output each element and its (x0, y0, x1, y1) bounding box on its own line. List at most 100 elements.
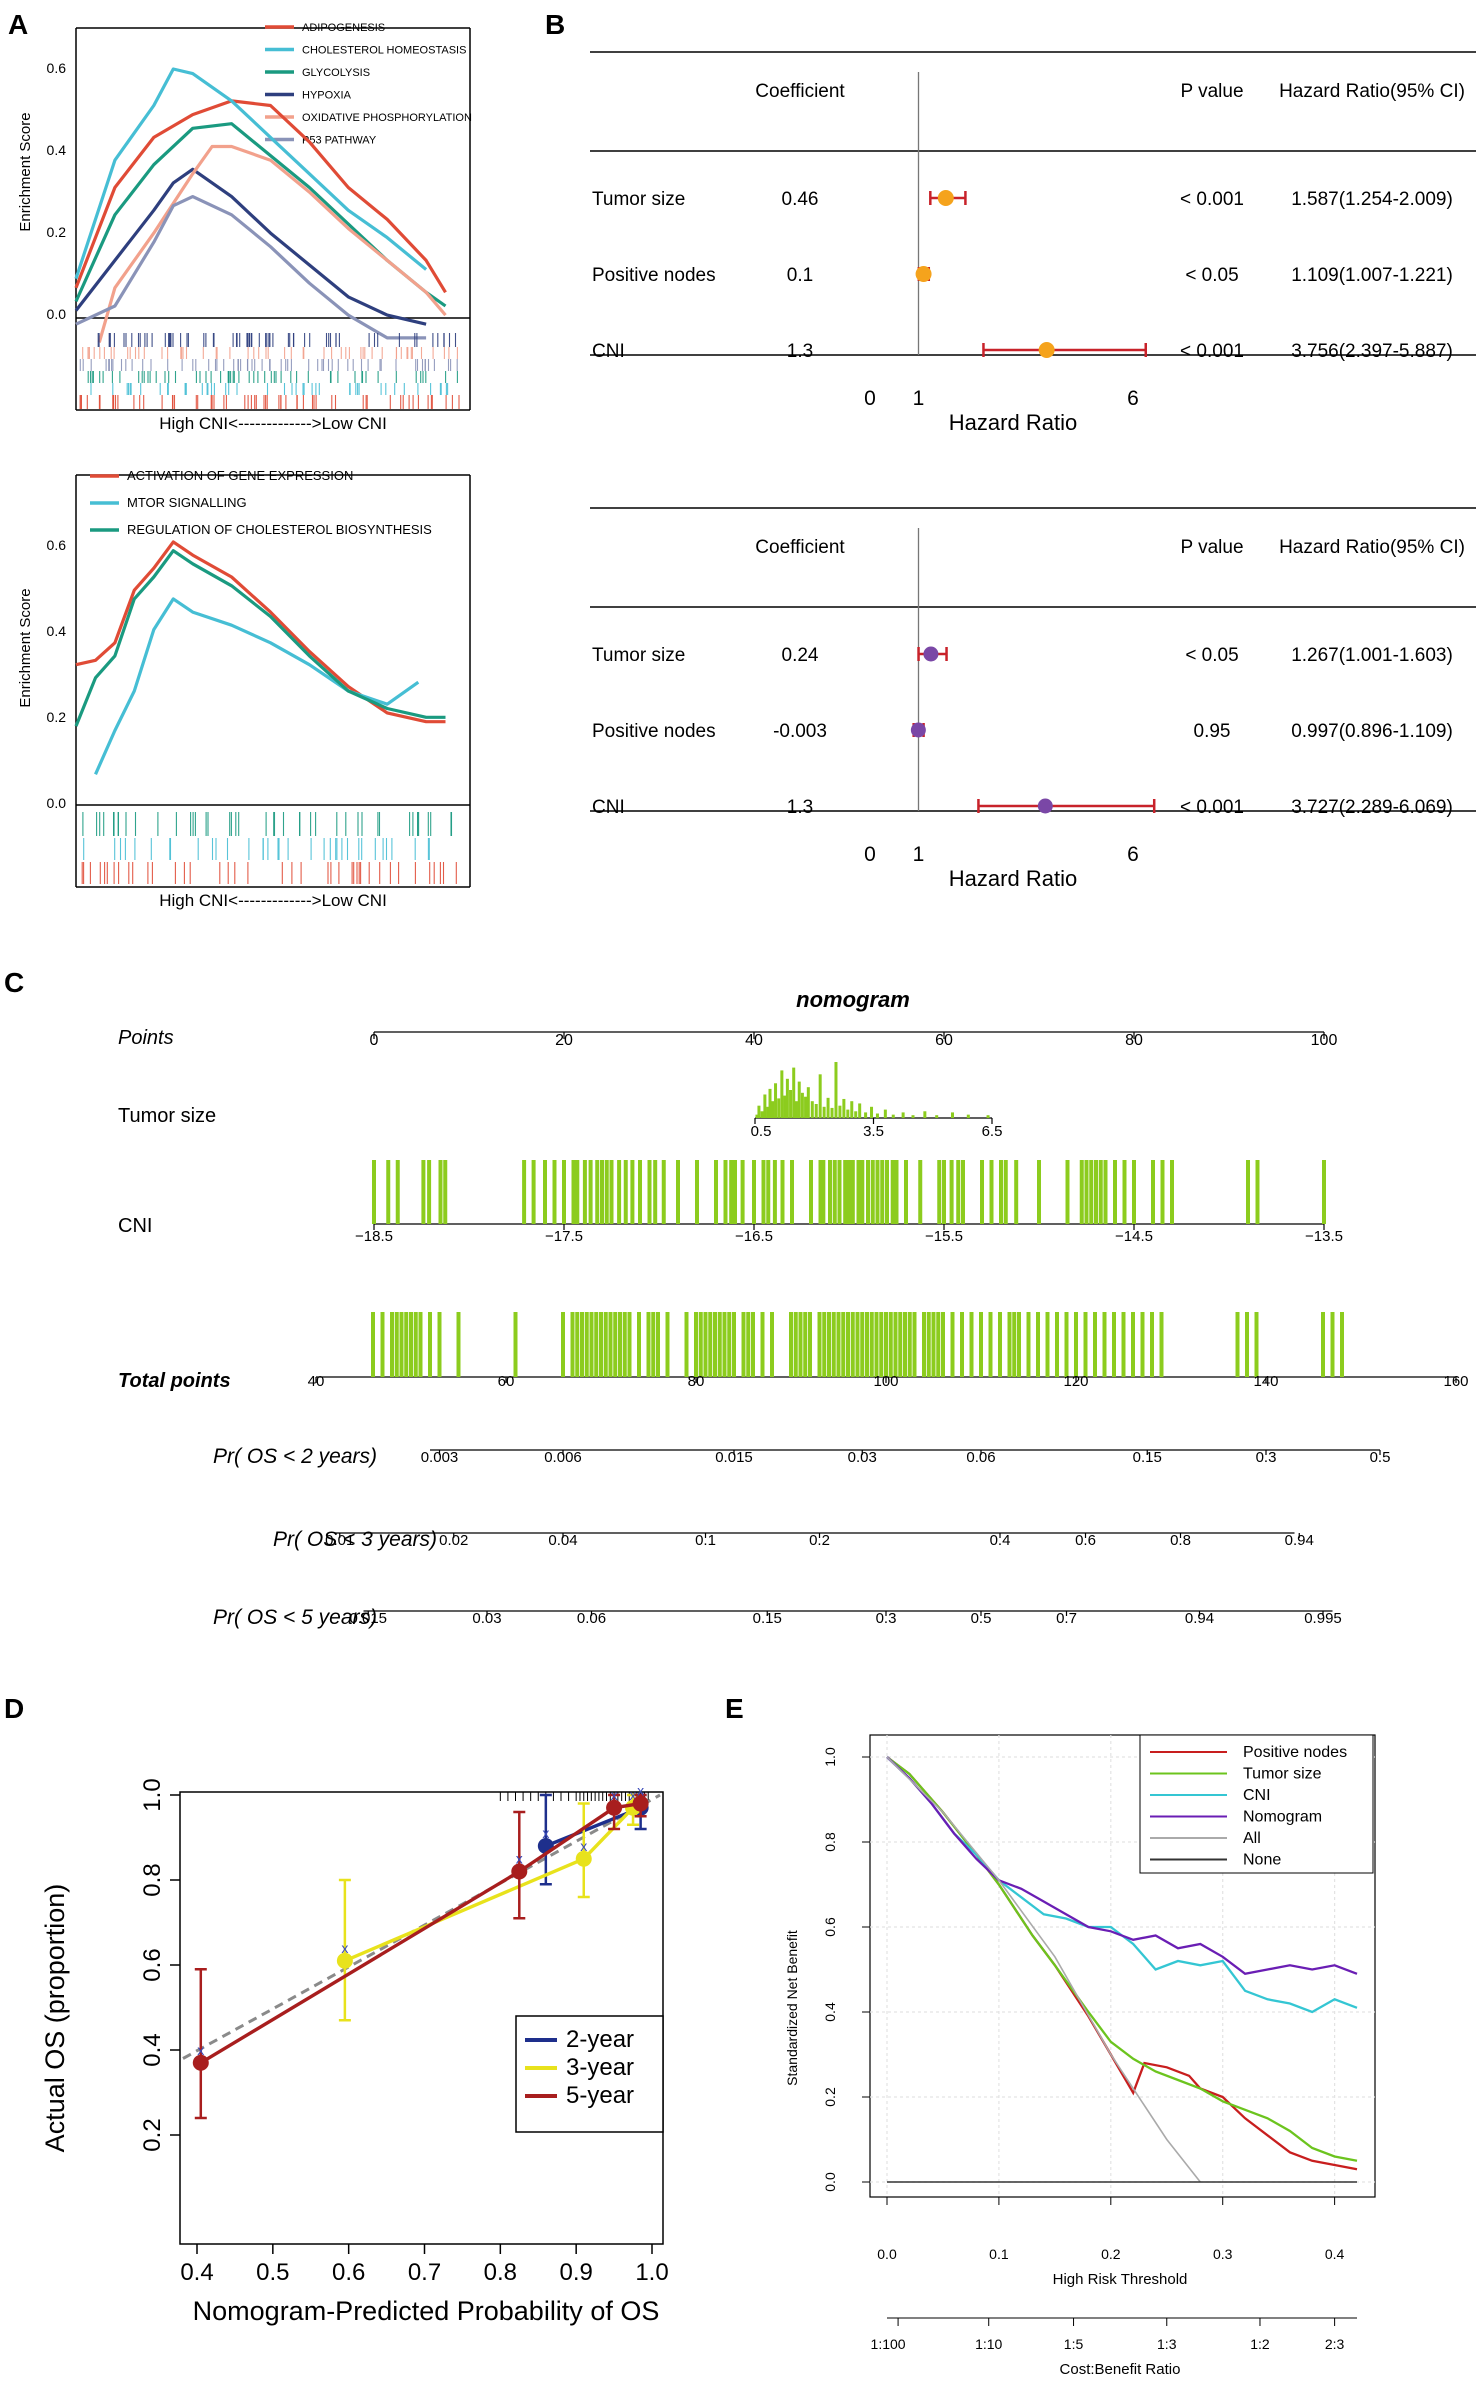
total-density-bar (599, 1312, 603, 1377)
tumor-hist-bar (883, 1109, 887, 1118)
forest-row-hr: 0.997(0.896-1.109) (1291, 721, 1453, 742)
total-density-bar (1245, 1312, 1249, 1377)
calibration-bias-mark: x (637, 1783, 644, 1799)
total-density-bar (399, 1312, 404, 1377)
total-density-bar (684, 1312, 689, 1377)
total-density-bar (418, 1312, 423, 1377)
total-density-bar (912, 1312, 917, 1377)
calibration-xlabel: Nomogram-Predicted Probability of OS (193, 2296, 660, 2326)
forest-row-coef: -0.003 (773, 721, 827, 742)
points-tick-label: 80 (1125, 1032, 1143, 1049)
total-density-bar (584, 1312, 589, 1377)
cni-density-bar (443, 1160, 448, 1224)
forest-hr-point (1037, 798, 1053, 814)
legend-entry: ADIPOGENESIS (302, 22, 385, 34)
gsea-curve (94, 597, 420, 775)
total-density-bar (717, 1312, 722, 1377)
points-tick-label: 0 (370, 1032, 379, 1049)
dca-xtick-label: 0.4 (1325, 2246, 1345, 2262)
pr5-tick-label: 0.3 (876, 1610, 897, 1627)
cni-density-bar (582, 1160, 587, 1224)
gsea-top-plot: 0.6 0.4 0.2 0.0 Enrichment Score High CN… (17, 22, 472, 433)
total-density-bar (793, 1312, 798, 1377)
cni-density-bar (588, 1160, 593, 1224)
cni-density-bar (604, 1160, 609, 1224)
tumor-hist-bar (792, 1067, 796, 1118)
total-density-bar (656, 1312, 660, 1377)
calibration-legend-entry: 5-year (566, 2082, 634, 2109)
cni-density-bar (714, 1160, 718, 1224)
gsea-curve (97, 144, 447, 343)
tumor-hist-bar (858, 1103, 862, 1118)
nomogram-pr2-label: Pr( OS < 2 years) (213, 1445, 377, 1468)
total-density-bar (988, 1312, 993, 1377)
dca-ratio-tick-label: 1:2 (1250, 2336, 1270, 2352)
tumor-hist-bar (875, 1113, 879, 1118)
cni-density-bar (638, 1160, 642, 1224)
forest-row-hr: 1.587(1.254-2.009) (1291, 189, 1453, 210)
tumor-hist-bar (830, 1107, 834, 1118)
nomogram-scales: 0 20 40 60 80 100 0.5 3.5 6.5 −18.5 −17.5 −16.5 −15.… (308, 1031, 1469, 1627)
total-density-bar (770, 1312, 774, 1377)
forest-bottom: Coefficient P value Hazard Ratio(95% CI) Tu… (590, 507, 1476, 891)
forest-hr-point (1038, 342, 1055, 358)
gsea-bottom-ytick: 0.0 (47, 795, 67, 811)
gsea-bottom-ylabel: Enrichment Score (17, 588, 34, 707)
cni-density-bar (647, 1160, 652, 1224)
total-density-bar (969, 1312, 974, 1377)
forest-row-p: 0.95 (1194, 721, 1231, 742)
forest-row-coef: 1.3 (787, 341, 813, 362)
calibration-xtick-label: 1.0 (635, 2259, 668, 2286)
legend-entry: MTOR SIGNALLING (127, 495, 247, 510)
forest-row-p: < 0.001 (1180, 341, 1244, 362)
forest-row-coef: 0.1 (787, 265, 813, 286)
cni-density-bar (723, 1160, 728, 1224)
dca-ytick-label: 1.0 (822, 1747, 838, 1767)
pr3-tick-label: 0.02 (439, 1532, 468, 1549)
dca-legend-entry: Tumor size (1243, 1766, 1322, 1783)
tumor-hist-bar (854, 1111, 858, 1118)
gsea-top-ytick: 0.4 (47, 142, 67, 158)
total-density-bar (575, 1312, 580, 1377)
cni-density-bar (1003, 1160, 1008, 1224)
total-density-bar (817, 1312, 822, 1377)
forest-xtick: 0 (864, 387, 876, 410)
calibration-bias-mark: x (630, 1787, 637, 1803)
gsea-bottom-plot: 0.6 0.4 0.2 0.0 Enrichment Score High CN… (17, 468, 471, 910)
tumor-hist-bar (826, 1097, 830, 1118)
cni-density-bar (956, 1160, 961, 1224)
total-density-bar (698, 1312, 703, 1377)
tumor-hist-bar (850, 1101, 854, 1118)
forest-row-name: Tumor size (592, 189, 685, 210)
panel-e: E Standardized Net Benefit High Risk Thr… (725, 1693, 1376, 2378)
cni-density-bar (562, 1160, 566, 1224)
dca-xtick-label: 0.3 (1213, 2246, 1233, 2262)
total-tick-label: 160 (1443, 1373, 1468, 1390)
forest-hr-point (910, 722, 926, 738)
pr2-tick-label: 0.15 (1133, 1449, 1162, 1466)
cni-density-bar (438, 1160, 443, 1224)
total-density-bar (570, 1312, 575, 1377)
total-tick-label: 140 (1253, 1373, 1278, 1390)
cni-density-bar (999, 1160, 1003, 1224)
cni-density-bar (1089, 1160, 1094, 1224)
dca-legend-box (1139, 1734, 1374, 1874)
cni-density-bar (609, 1160, 614, 1224)
cni-density-bar (623, 1160, 628, 1224)
total-density-bar (1064, 1312, 1069, 1377)
tumor-hist-bar (777, 1098, 781, 1118)
cni-density-bar (772, 1160, 777, 1224)
gsea-curve (75, 540, 446, 724)
total-density-bar (703, 1312, 708, 1377)
forest-row-p: < 0.05 (1185, 265, 1238, 286)
total-density-bar (622, 1312, 627, 1377)
total-density-bar (808, 1312, 812, 1377)
total-density-bar (1121, 1312, 1126, 1377)
pr3-tick-label: 0.4 (990, 1532, 1011, 1549)
cni-density-bar (531, 1160, 536, 1224)
total-density-bar (428, 1312, 432, 1377)
gsea-top-legend: ADIPOGENESIS CHOLESTEROL HOMEOSTASIS GLYCO… (265, 22, 472, 147)
tumor-hist-bar (923, 1111, 927, 1118)
gsea-curve (74, 549, 446, 727)
